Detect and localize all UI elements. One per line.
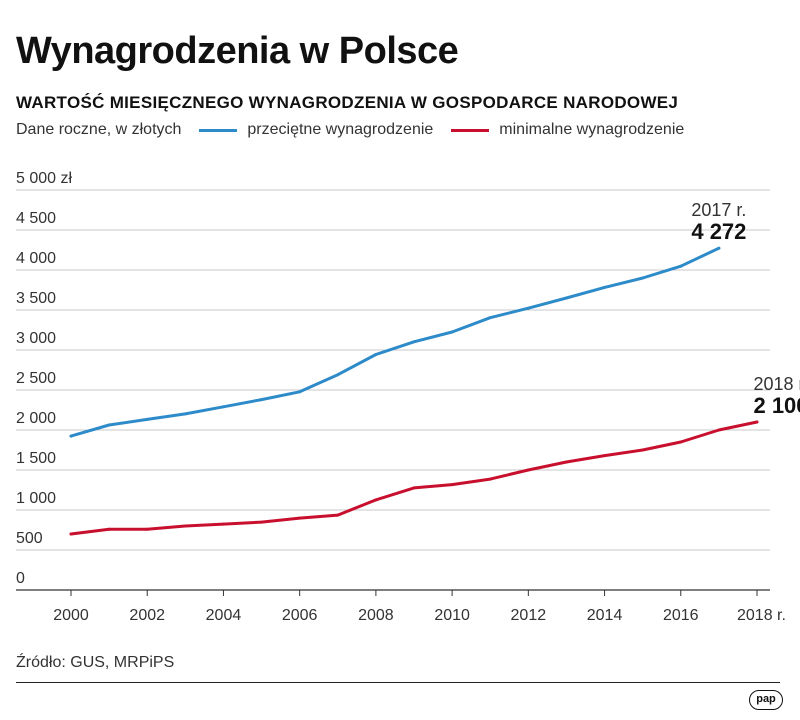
data-point-minimum — [107, 527, 111, 531]
x-tick-label: 2002 — [129, 607, 165, 624]
data-point-average — [298, 390, 302, 394]
data-point-average — [641, 276, 645, 280]
footer-divider — [16, 682, 780, 683]
y-tick-label: 0 — [16, 570, 25, 587]
data-point-average — [145, 417, 149, 421]
series-line-average — [69, 246, 721, 438]
legend-label-minimum: minimalne wynagrodzenie — [499, 121, 685, 138]
data-point-minimum — [336, 513, 340, 517]
data-point-minimum — [526, 468, 530, 472]
y-tick-label: 3 000 — [16, 330, 56, 347]
data-point-average — [564, 296, 568, 300]
series-line-minimum — [69, 420, 759, 536]
y-tick-label: 4 500 — [16, 210, 56, 227]
end-label-value-average: 4 272 — [691, 219, 746, 244]
chart-subtitle: WARTOŚĆ MIESIĘCZNEGO WYNAGRODZENIA W GOS… — [16, 93, 679, 112]
y-tick-label: 500 — [16, 530, 43, 547]
x-tick-label: 2014 — [587, 607, 623, 624]
x-tick-label: 2006 — [282, 607, 318, 624]
data-point-minimum — [260, 520, 264, 524]
data-point-average — [679, 264, 683, 268]
data-point-minimum — [374, 498, 378, 502]
data-point-minimum — [412, 486, 416, 490]
end-label-year-minimum: 2018 r. — [753, 374, 800, 394]
data-point-average — [412, 340, 416, 344]
legend-label-average: przeciętne wynagrodzenie — [247, 121, 434, 138]
x-tick-label: 2004 — [206, 607, 242, 624]
data-point-minimum — [603, 454, 607, 458]
pap-logo: pap — [749, 690, 783, 710]
data-point-minimum — [145, 527, 149, 531]
end-label-year-average: 2017 r. — [691, 200, 746, 220]
data-point-minimum — [221, 522, 225, 526]
x-tick-label: 2008 — [358, 607, 394, 624]
data-point-average — [488, 316, 492, 320]
y-tick-label: 4 000 — [16, 250, 56, 267]
x-tick-label: 2012 — [511, 607, 547, 624]
legend-swatch-average — [199, 128, 238, 132]
legend: Dane roczne, w złotych przeciętne wynagr… — [16, 121, 684, 139]
data-point-minimum — [755, 420, 759, 424]
data-point-average — [603, 285, 607, 289]
data-point-average — [450, 330, 454, 334]
legend-swatch-minimum — [451, 128, 490, 132]
data-point-average — [221, 405, 225, 409]
data-point-minimum — [183, 524, 187, 528]
data-point-minimum — [298, 516, 302, 520]
y-tick-label: 3 500 — [16, 290, 56, 307]
y-tick-label: 2 000 — [16, 410, 56, 427]
data-point-average — [69, 434, 73, 438]
data-point-minimum — [641, 448, 645, 452]
data-point-minimum — [679, 440, 683, 444]
legend-intro: Dane roczne, w złotych — [16, 121, 182, 138]
x-tick-label: 2016 — [663, 607, 699, 624]
y-tick-label: 1 000 — [16, 490, 56, 507]
data-point-minimum — [488, 477, 492, 481]
y-tick-label: 1 500 — [16, 450, 56, 467]
x-tick-label: 2000 — [53, 607, 89, 624]
chart-title: Wynagrodzenia w Polsce — [16, 30, 459, 72]
y-tick-label: 5 000 zł — [16, 170, 72, 187]
data-point-average — [183, 412, 187, 416]
data-point-minimum — [564, 460, 568, 464]
data-point-minimum — [450, 483, 454, 487]
end-label-value-minimum: 2 100 — [753, 393, 800, 418]
data-point-average — [717, 246, 721, 250]
data-point-minimum — [717, 428, 721, 432]
data-point-average — [260, 398, 264, 402]
data-point-average — [336, 373, 340, 377]
x-tick-label: 2018 r. — [737, 607, 786, 624]
data-point-average — [374, 352, 378, 356]
y-tick-label: 2 500 — [16, 370, 56, 387]
source-note: Źródło: GUS, MRPiPS — [16, 654, 175, 671]
data-point-minimum — [69, 532, 73, 536]
x-tick-label: 2010 — [434, 607, 470, 624]
data-point-average — [526, 306, 530, 310]
data-point-average — [107, 423, 111, 427]
